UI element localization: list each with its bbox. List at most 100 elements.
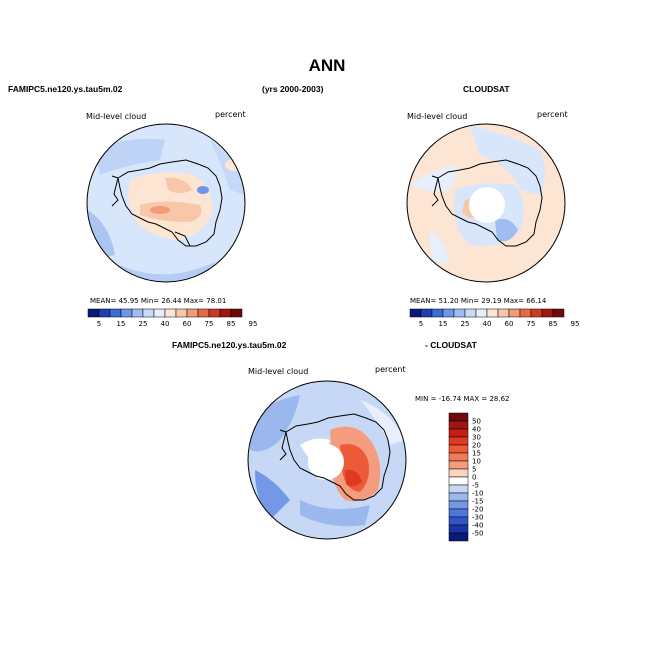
diff-panel-header-obs: - CLOUDSAT [425,340,477,350]
panel3-colorbar-tick-label: -30 [472,514,483,522]
panel2-colorbar-swatch [409,308,422,318]
panel3-colorbar-swatch [448,412,469,422]
map3-field [248,381,406,539]
panel1-mean-label: MEAN= [90,297,117,305]
panel2-min-value: 29.19 [481,297,502,305]
panel1-colorbar-tick-label: 75 [205,320,214,328]
panel3-colorbar-tick-label: 50 [472,418,481,426]
panel3-colorbar-tick-label: -15 [472,498,483,506]
panel2-colorbar-swatch [486,308,499,318]
panel1-colorbar-swatch [120,308,133,318]
panel1-min-label: Min= [140,297,160,305]
panel1-colorbar-swatch [131,308,144,318]
panel3-colorbar-tick-label: -10 [472,490,483,498]
left-panel-header: FAMIPC5.ne120.ys.tau5m.02 [8,84,123,94]
panel2-colorbar-swatch [497,308,510,318]
panel3-colorbar-swatch [448,444,469,454]
panel3-colorbar-swatch [448,428,469,438]
panel1-colorbar-swatch [87,308,100,318]
panel3-variable-label: Mid-level cloud [248,367,309,376]
panel2-colorbar-tick-label: 25 [461,320,470,328]
panel2-min-label: Min= [460,297,480,305]
panel2-colorbar-tick-label: 40 [483,320,492,328]
right-panel-header: CLOUDSAT [463,84,510,94]
panel2-colorbar-tick-label: 75 [527,320,536,328]
panel3-colorbar-tick-label: 40 [472,426,481,434]
panel2-colorbar-swatch [453,308,466,318]
panel3-colorbar-swatch [448,436,469,446]
panel1-colorbar-swatch [208,308,221,318]
years-header: (yrs 2000-2003) [262,84,324,94]
panel1-mean-value: 45.95 [118,297,139,305]
panel3-units-label: percent [375,365,406,374]
panel3-colorbar-swatch [448,508,469,518]
panel1-colorbar-swatch [186,308,199,318]
panel2-colorbar-swatch [541,308,554,318]
panel3-colorbar-tick-label: 20 [472,442,481,450]
panel3-max-value: 28.62 [489,395,510,403]
panel3-colorbar-swatch [448,516,469,526]
map1-field [87,124,245,282]
map1-coastline [117,159,223,247]
panel3-max-label: MAX = [463,395,488,403]
map2-coastline [437,159,543,247]
panel1-colorbar-swatch [153,308,166,318]
panel3-colorbar-tick-label: -50 [472,530,483,538]
panel3-colorbar-swatch [448,484,469,494]
panel2-mean-value: 51.20 [438,297,459,305]
panel2-max-value: 66.14 [526,297,547,305]
panel3-colorbar-tick-label: 10 [472,458,481,466]
panel3-colorbar-swatch [448,452,469,462]
panel1-colorbar-swatch [219,308,232,318]
panel3-min-value: -16.74 [438,395,462,403]
panel1-colorbar-tick-label: 40 [161,320,170,328]
figure-title: ANN [308,56,346,75]
panel1-max-label: Max= [183,297,205,305]
panel2-colorbar-tick-label: 85 [549,320,558,328]
panel2-colorbar-swatch [508,308,521,318]
panel3-colorbar-tick-label: 15 [472,450,481,458]
panel1-units-label: percent [215,110,246,119]
panel1-colorbar-tick-label: 15 [117,320,126,328]
panel3-colorbar-tick-label: -20 [472,506,483,514]
panel2-colorbar-swatch [475,308,488,318]
panel3-stats: MIN = -16.74 MAX = 28.62 [415,395,509,403]
panel3-colorbar-swatch [448,460,469,470]
panel1-colorbar-tick-label: 25 [139,320,148,328]
panel2-colorbar-swatch [431,308,444,318]
panel1-colorbar-swatch [230,308,243,318]
panel1-colorbar-tick-label: 95 [249,320,258,328]
panel2-colorbar-swatch [519,308,532,318]
panel2-colorbar-swatch [552,308,565,318]
panel1-colorbar-swatch [98,308,111,318]
panel1-variable-label: Mid-level cloud [86,112,147,121]
panel2-units-label: percent [537,110,568,119]
panel3-colorbar-tick-label: -5 [472,482,479,490]
panel2-colorbar-tick-label: 60 [505,320,514,328]
panel2-mean-label: MEAN= [410,297,437,305]
panel2-variable-label: Mid-level cloud [407,112,468,121]
panel3-colorbar-swatch [448,468,469,478]
panel3-colorbar-swatch [448,492,469,502]
panel2-colorbar-tick-label: 5 [419,320,423,328]
map2-field [407,124,565,282]
panel2-stats: MEAN= 51.20 Min= 29.19 Max= 66.14 [410,297,546,305]
panel2-colorbar-swatch [530,308,543,318]
panel2-colorbar-tick-label: 95 [571,320,580,328]
panel1-min-value: 26.44 [161,297,182,305]
diff-panel-header-model: FAMIPC5.ne120.ys.tau5m.02 [172,340,287,350]
panel3-colorbar-tick-label: -40 [472,522,483,530]
panel1-colorbar-tick-label: 5 [97,320,101,328]
panel2-colorbar-swatch [464,308,477,318]
panel2-colorbar-swatch [420,308,433,318]
panel1-colorbar-swatch [197,308,210,318]
panel2-colorbar-swatch [442,308,455,318]
panel1-stats: MEAN= 45.95 Min= 26.44 Max= 78.01 [90,297,226,305]
panel1-colorbar-swatch [175,308,188,318]
